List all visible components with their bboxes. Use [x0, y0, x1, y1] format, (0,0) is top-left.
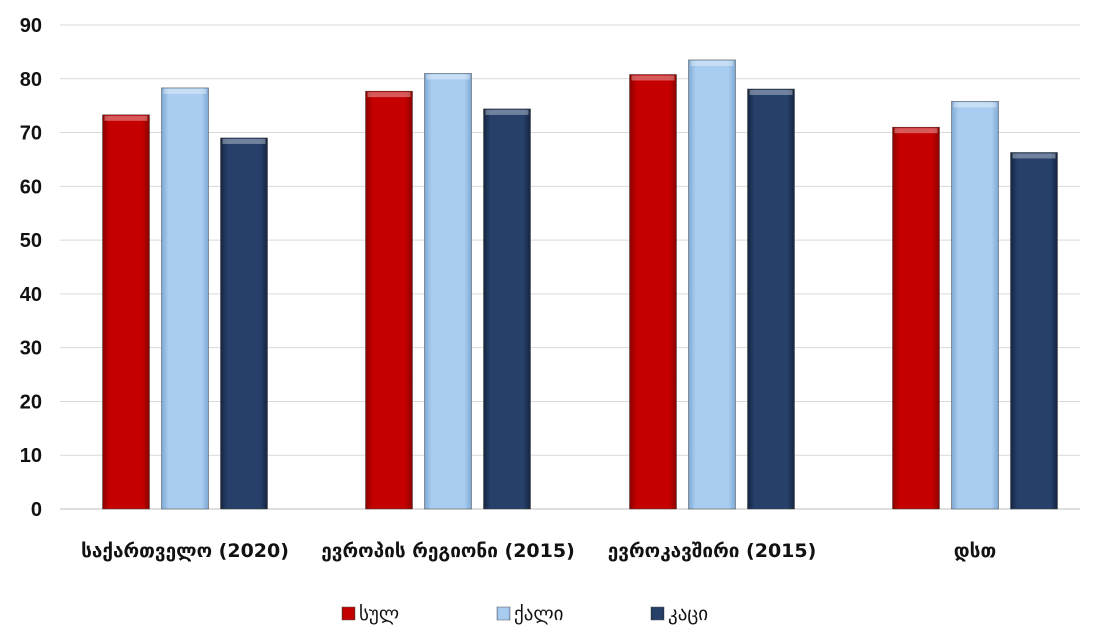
bar — [483, 108, 531, 510]
bar — [365, 90, 413, 510]
y-tick-label: 90 — [20, 15, 42, 37]
bars — [102, 59, 1058, 510]
bar — [688, 59, 736, 510]
category-label: ევროპის რეგიონი (2015) — [321, 540, 575, 562]
legend-label: კაცი — [668, 603, 708, 625]
bar-highlight — [631, 75, 675, 81]
bar-highlight — [426, 74, 470, 80]
y-axis-ticks: 0 10 20 30 40 50 60 70 80 90 — [20, 15, 42, 521]
y-tick-label: 30 — [20, 338, 42, 360]
y-tick-label: 40 — [20, 284, 42, 306]
legend-swatch — [650, 606, 665, 621]
category-label: ევროკავშირი (2015) — [608, 540, 817, 562]
category-label: საქართველო (2020) — [81, 540, 289, 562]
bar — [220, 137, 268, 510]
y-tick-label: 20 — [20, 391, 42, 413]
bar-highlight — [367, 92, 411, 98]
legend-label: ქალი — [514, 603, 563, 625]
bar-highlight — [1012, 153, 1056, 159]
y-tick-label: 10 — [20, 445, 42, 467]
bar-highlight — [222, 138, 266, 144]
bar — [951, 101, 999, 510]
bar-highlight — [749, 89, 793, 95]
y-tick-label: 60 — [20, 176, 42, 198]
bar-highlight — [894, 128, 938, 134]
y-tick-label: 80 — [20, 69, 42, 91]
category-label: დსთ — [954, 540, 996, 562]
bar — [747, 88, 795, 510]
legend-swatch — [341, 606, 356, 621]
bar — [424, 73, 472, 510]
bar — [161, 87, 209, 510]
legend-swatch — [496, 606, 511, 621]
bar — [102, 114, 150, 510]
bar-highlight — [690, 60, 734, 66]
bar-highlight — [485, 109, 529, 115]
legend: სულ ქალი კაცი — [341, 603, 708, 625]
y-tick-label: 50 — [20, 230, 42, 252]
y-tick-label: 0 — [31, 499, 42, 521]
bar-highlight — [104, 115, 148, 121]
bar — [1010, 152, 1058, 510]
bar — [892, 126, 940, 510]
bar — [629, 74, 677, 510]
bar-highlight — [953, 102, 997, 108]
x-axis-categories: საქართველო (2020) ევროპის რეგიონი (2015) ე… — [81, 540, 996, 562]
y-tick-label: 70 — [20, 123, 42, 145]
bar-highlight — [163, 88, 207, 94]
legend-label: სულ — [359, 603, 399, 625]
